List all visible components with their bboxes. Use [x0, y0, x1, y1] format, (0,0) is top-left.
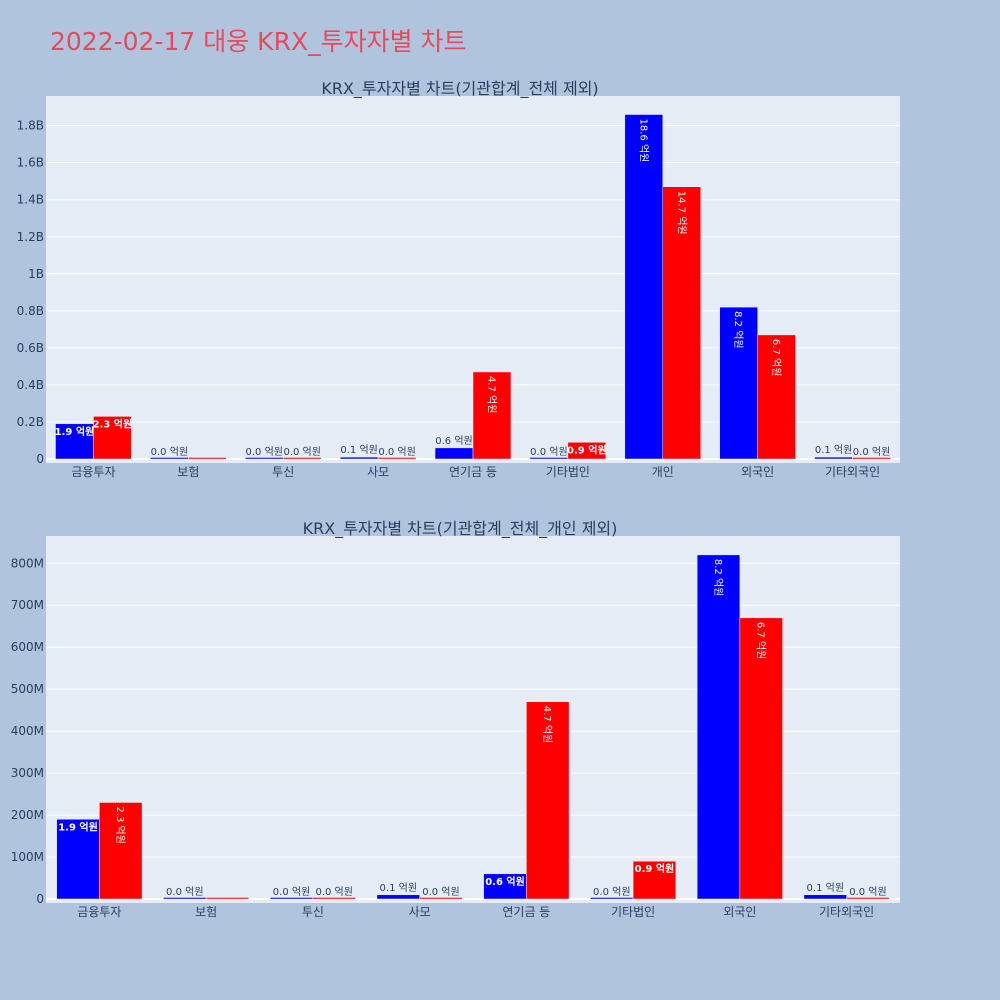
bar-value-label: 0.0 억원 — [849, 886, 886, 898]
bar — [377, 457, 417, 460]
bar-value-label: 0.1 억원 — [815, 444, 852, 456]
bar-value-label: 2.3 억원 — [114, 806, 126, 843]
bar-value-label: 6.7 억원 — [755, 622, 767, 659]
bar-value-label: 0.1 억원 — [807, 882, 844, 894]
x-tick-label: 금융투자 — [71, 465, 115, 479]
bar — [93, 416, 132, 460]
chart-investor-excl-individual: 0 100M 200M 300M 400M 500M 600M 700M 800M KRX_투자자… — [11, 519, 900, 919]
y-tick-label: 0 — [36, 452, 44, 466]
bar-value-label: 18.6 억원 — [637, 119, 649, 163]
bar-value-label: 1.9 억원 — [55, 425, 95, 438]
y-tick-label: 1.8B — [17, 119, 44, 133]
y-tick-label: 500M — [11, 682, 44, 696]
bar — [472, 371, 512, 460]
bar-value-label: 6.7 억원 — [770, 339, 782, 376]
bar — [567, 442, 607, 460]
bar-value-label: 0.0 억원 — [151, 446, 188, 458]
y-tick-label: 1B — [28, 267, 44, 281]
bar-value-label: 0.1 억원 — [380, 882, 417, 894]
y-tick-label: 600M — [11, 640, 44, 654]
y-tick-label: 0.4B — [17, 378, 44, 392]
bar-value-label: 0.9 억원 — [635, 862, 675, 875]
x-tick-label: 개인 — [652, 465, 674, 479]
bar-value-label: 0.0 억원 — [378, 446, 415, 458]
bar-value-label: 4.7 억원 — [541, 706, 553, 743]
bar-value-label: 0.0 억원 — [530, 446, 567, 458]
bar — [526, 701, 570, 900]
bar — [696, 554, 741, 900]
x-tick-label: 사모 — [367, 465, 389, 479]
bar — [846, 897, 890, 900]
x-tick-label: 기타법인 — [546, 465, 590, 479]
x-tick-label: 연기금 등 — [449, 465, 497, 479]
bar — [188, 457, 227, 460]
bar-value-label: 0.0 억원 — [166, 886, 203, 898]
x-tick-label: 사모 — [409, 905, 431, 919]
bar-value-label: 0.0 억원 — [246, 446, 283, 458]
x-tick-label: 외국인 — [723, 905, 756, 919]
bar — [55, 423, 94, 460]
chart-investor-all: 0 0.2B 0.4B 0.6B 0.8B 1B 1.2B 1.4B 1.6B 1.8B KRX_투… — [17, 79, 900, 479]
bar-value-label: 0.0 억원 — [422, 886, 459, 898]
chart-title: KRX_투자자별 차트(기관합계_전체_개인 제외) — [303, 519, 618, 539]
bar — [662, 186, 701, 460]
bar-value-label: 4.7 억원 — [485, 376, 497, 413]
bar — [419, 897, 463, 900]
bar — [483, 873, 527, 900]
x-tick-label: 외국인 — [741, 465, 774, 479]
x-tick-label: 기타외국인 — [825, 465, 880, 479]
y-tick-label: 0.6B — [17, 341, 44, 355]
y-tick-label: 300M — [11, 766, 44, 780]
x-tick-label: 투신 — [272, 465, 294, 479]
bar-value-label: 0.0 억원 — [315, 886, 352, 898]
y-tick-label: 1.4B — [17, 193, 44, 207]
bar-value-label: 0.0 억원 — [853, 446, 890, 458]
bar — [632, 860, 677, 900]
y-tick-label: 100M — [11, 850, 44, 864]
bar-value-label: 0.9 억원 — [567, 443, 607, 456]
bar — [757, 334, 796, 460]
x-tick-label: 보험 — [177, 465, 199, 479]
bar — [282, 457, 322, 460]
x-tick-label: 기타법인 — [611, 905, 655, 919]
bar — [739, 617, 783, 900]
page-title: 2022-02-17 대웅 KRX_투자자별 차트 — [50, 27, 467, 56]
bar-value-label: 0.0 억원 — [283, 446, 320, 458]
x-tick-label: 금융투자 — [77, 905, 121, 919]
bar-value-label: 2.3 억원 — [93, 417, 133, 430]
y-tick-label: 800M — [11, 556, 44, 570]
y-tick-label: 0.8B — [17, 304, 44, 318]
bar — [99, 802, 143, 900]
bar-value-label: 14.7 억원 — [675, 191, 687, 235]
y-tick-label: 0 — [36, 892, 44, 906]
bar — [312, 897, 356, 900]
y-tick-label: 200M — [11, 808, 44, 822]
y-tick-label: 1.2B — [17, 230, 44, 244]
bar-value-label: 0.1 억원 — [340, 444, 377, 456]
bar-value-label: 0.0 억원 — [593, 886, 630, 898]
y-tick-label: 400M — [11, 724, 44, 738]
bar — [852, 457, 891, 460]
bar — [624, 114, 664, 460]
bar — [803, 894, 847, 900]
x-tick-label: 투신 — [302, 905, 324, 919]
x-tick-label: 기타외국인 — [819, 905, 874, 919]
chart-title: KRX_투자자별 차트(기관합계_전체 제외) — [321, 79, 598, 99]
y-tick-label: 0.2B — [17, 415, 44, 429]
y-tick-label: 1.6B — [17, 156, 44, 170]
x-tick-label: 연기금 등 — [502, 905, 550, 919]
bar-value-label: 8.2 억원 — [732, 311, 744, 348]
bar — [56, 819, 100, 900]
bar-value-label: 8.2 억원 — [712, 559, 724, 596]
bar-value-label: 0.0 억원 — [273, 886, 310, 898]
bar — [205, 897, 250, 900]
bar — [376, 894, 420, 900]
bar-value-label: 0.6 억원 — [435, 435, 472, 447]
y-tick-label: 700M — [11, 598, 44, 612]
bar-value-label: 1.9 억원 — [58, 820, 98, 833]
x-tick-label: 보험 — [195, 905, 217, 919]
bar-value-label: 0.6 억원 — [485, 875, 525, 888]
